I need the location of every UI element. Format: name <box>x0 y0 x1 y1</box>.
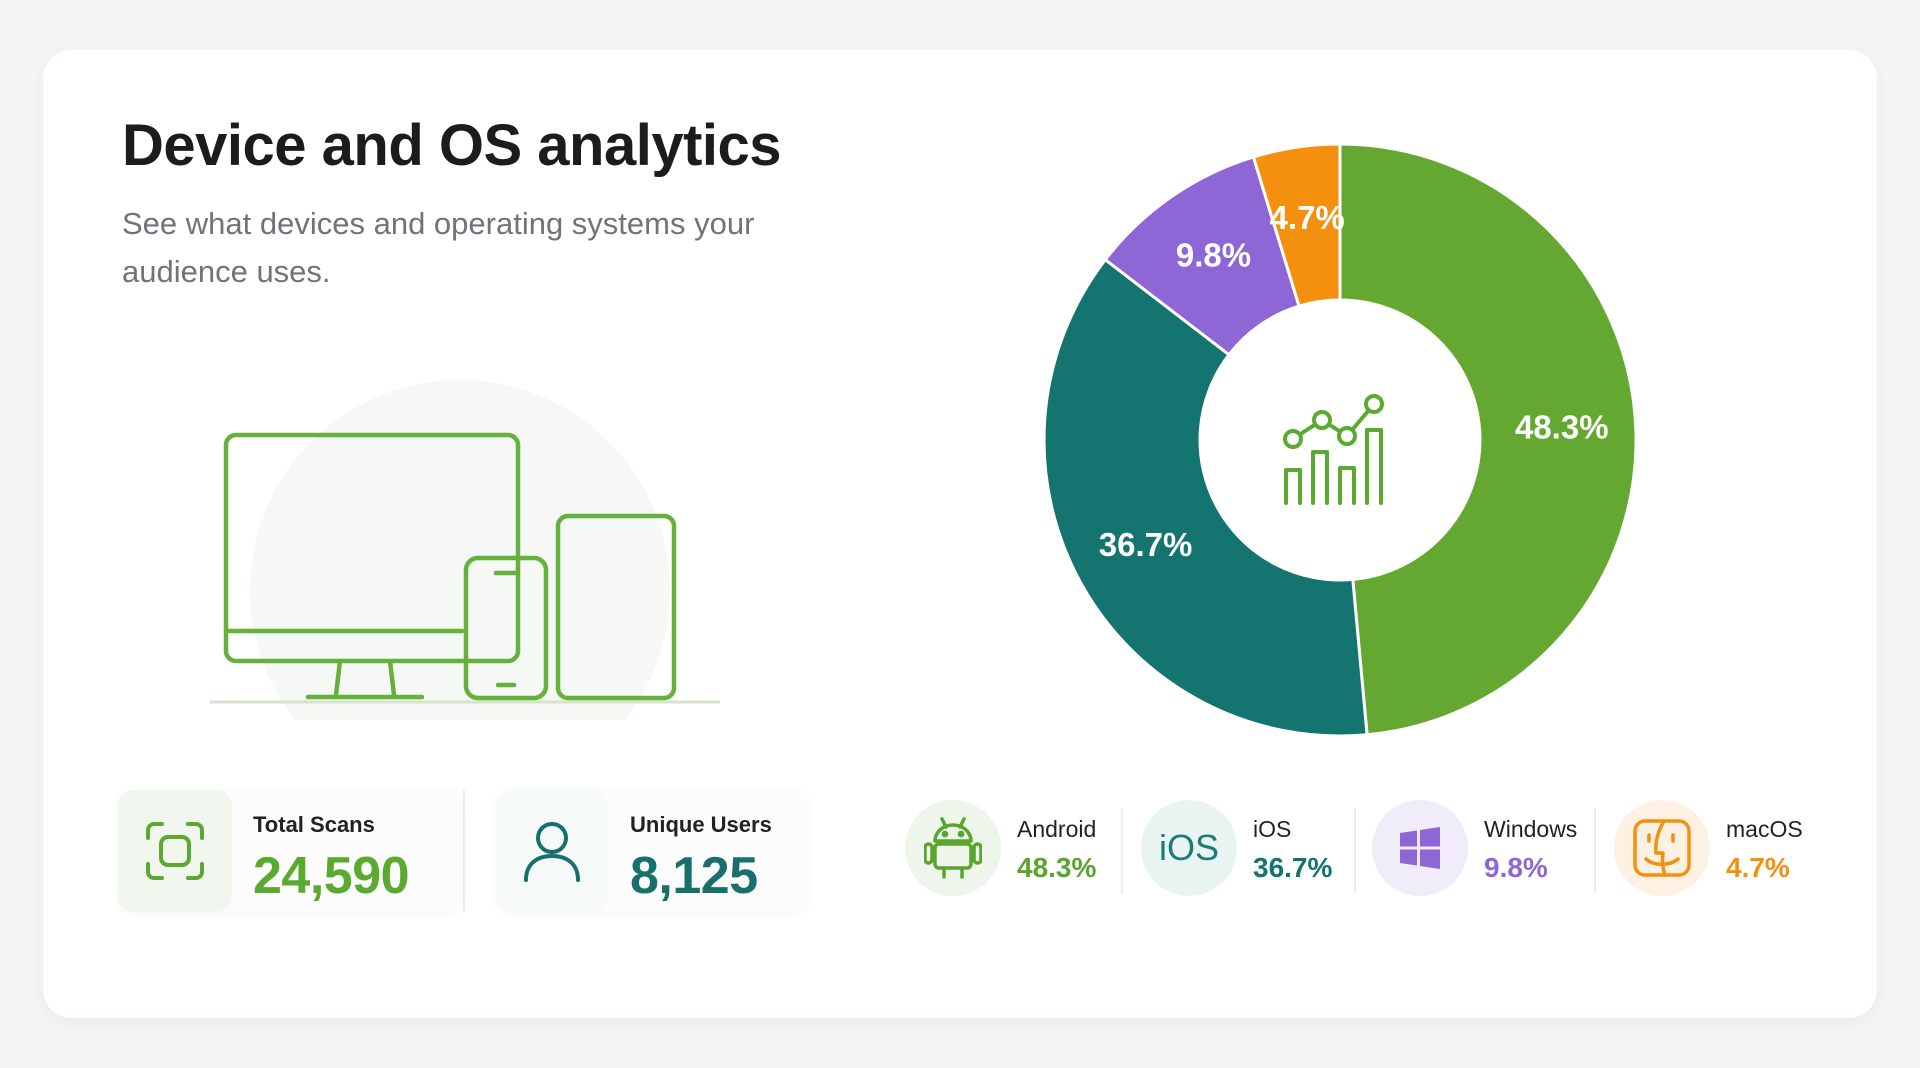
legend-divider <box>1594 808 1596 894</box>
legend-pct-ios: 36.7% <box>1253 852 1333 883</box>
desktop-monitor-icon <box>223 432 521 700</box>
scan-frame-icon <box>146 822 204 880</box>
illustration-backdrop <box>250 380 670 720</box>
legend-item-ios: iOS iOS 36.7% <box>1141 800 1341 900</box>
legend-item-windows: Windows 9.8% <box>1372 800 1602 900</box>
android-icon <box>924 817 982 879</box>
legend-name-macos: macOS <box>1726 816 1803 842</box>
legend-name-windows: Windows <box>1484 816 1578 842</box>
total-scans-value: 24,590 <box>253 847 410 905</box>
page-title: Device and OS analytics <box>122 113 782 178</box>
windows-icon-circle <box>1372 800 1468 896</box>
legend-pct-macos: 4.7% <box>1726 852 1790 883</box>
legend-name-android: Android <box>1017 816 1097 842</box>
slice-android <box>1338 142 1638 737</box>
page-subtitle: See what devices and operating systems y… <box>122 206 755 289</box>
legend-pct-windows: 9.8% <box>1484 852 1548 883</box>
unique-users-label: Unique Users <box>630 812 772 837</box>
android-icon-circle <box>905 800 1001 896</box>
legend-item-macos: macOS 4.7% <box>1614 800 1814 900</box>
legend-divider <box>1354 808 1356 894</box>
analytics-chart-icon <box>1283 394 1384 505</box>
stats-divider <box>463 790 465 912</box>
unique-users-card: Unique Users 8,125 <box>495 790 809 912</box>
macos-icon-circle <box>1614 800 1710 896</box>
slice-label-android: 48.3% <box>1515 409 1609 446</box>
total-scans-icon-box <box>118 790 232 912</box>
slice-ios <box>1042 257 1369 738</box>
total-scans-label: Total Scans <box>253 812 375 837</box>
legend-divider <box>1121 808 1123 894</box>
slice-label-windows: 9.8% <box>1176 236 1251 273</box>
unique-users-value: 8,125 <box>630 847 758 905</box>
legend-pct-android: 48.3% <box>1017 852 1097 883</box>
ios-text-icon: iOS <box>1158 827 1219 868</box>
legend-name-ios: iOS <box>1253 816 1292 842</box>
unique-users-icon-box <box>495 790 609 912</box>
os-donut-chart: 48.3% 36.7% 9.8% 4.7% <box>1042 142 1638 738</box>
slice-label-macos: 4.7% <box>1270 199 1345 236</box>
total-scans-card: Total Scans 24,590 <box>118 790 464 912</box>
ios-icon-circle: iOS <box>1141 800 1237 896</box>
slice-label-ios: 36.7% <box>1099 526 1193 563</box>
macos-finder-icon <box>1633 819 1691 877</box>
phone-icon <box>463 555 549 701</box>
user-icon <box>524 822 580 882</box>
slice-macos <box>1251 142 1342 308</box>
legend-item-android: Android 48.3% <box>905 800 1115 900</box>
tablet-icon <box>555 513 677 701</box>
windows-icon <box>1400 827 1440 869</box>
devices-illustration <box>210 380 720 720</box>
